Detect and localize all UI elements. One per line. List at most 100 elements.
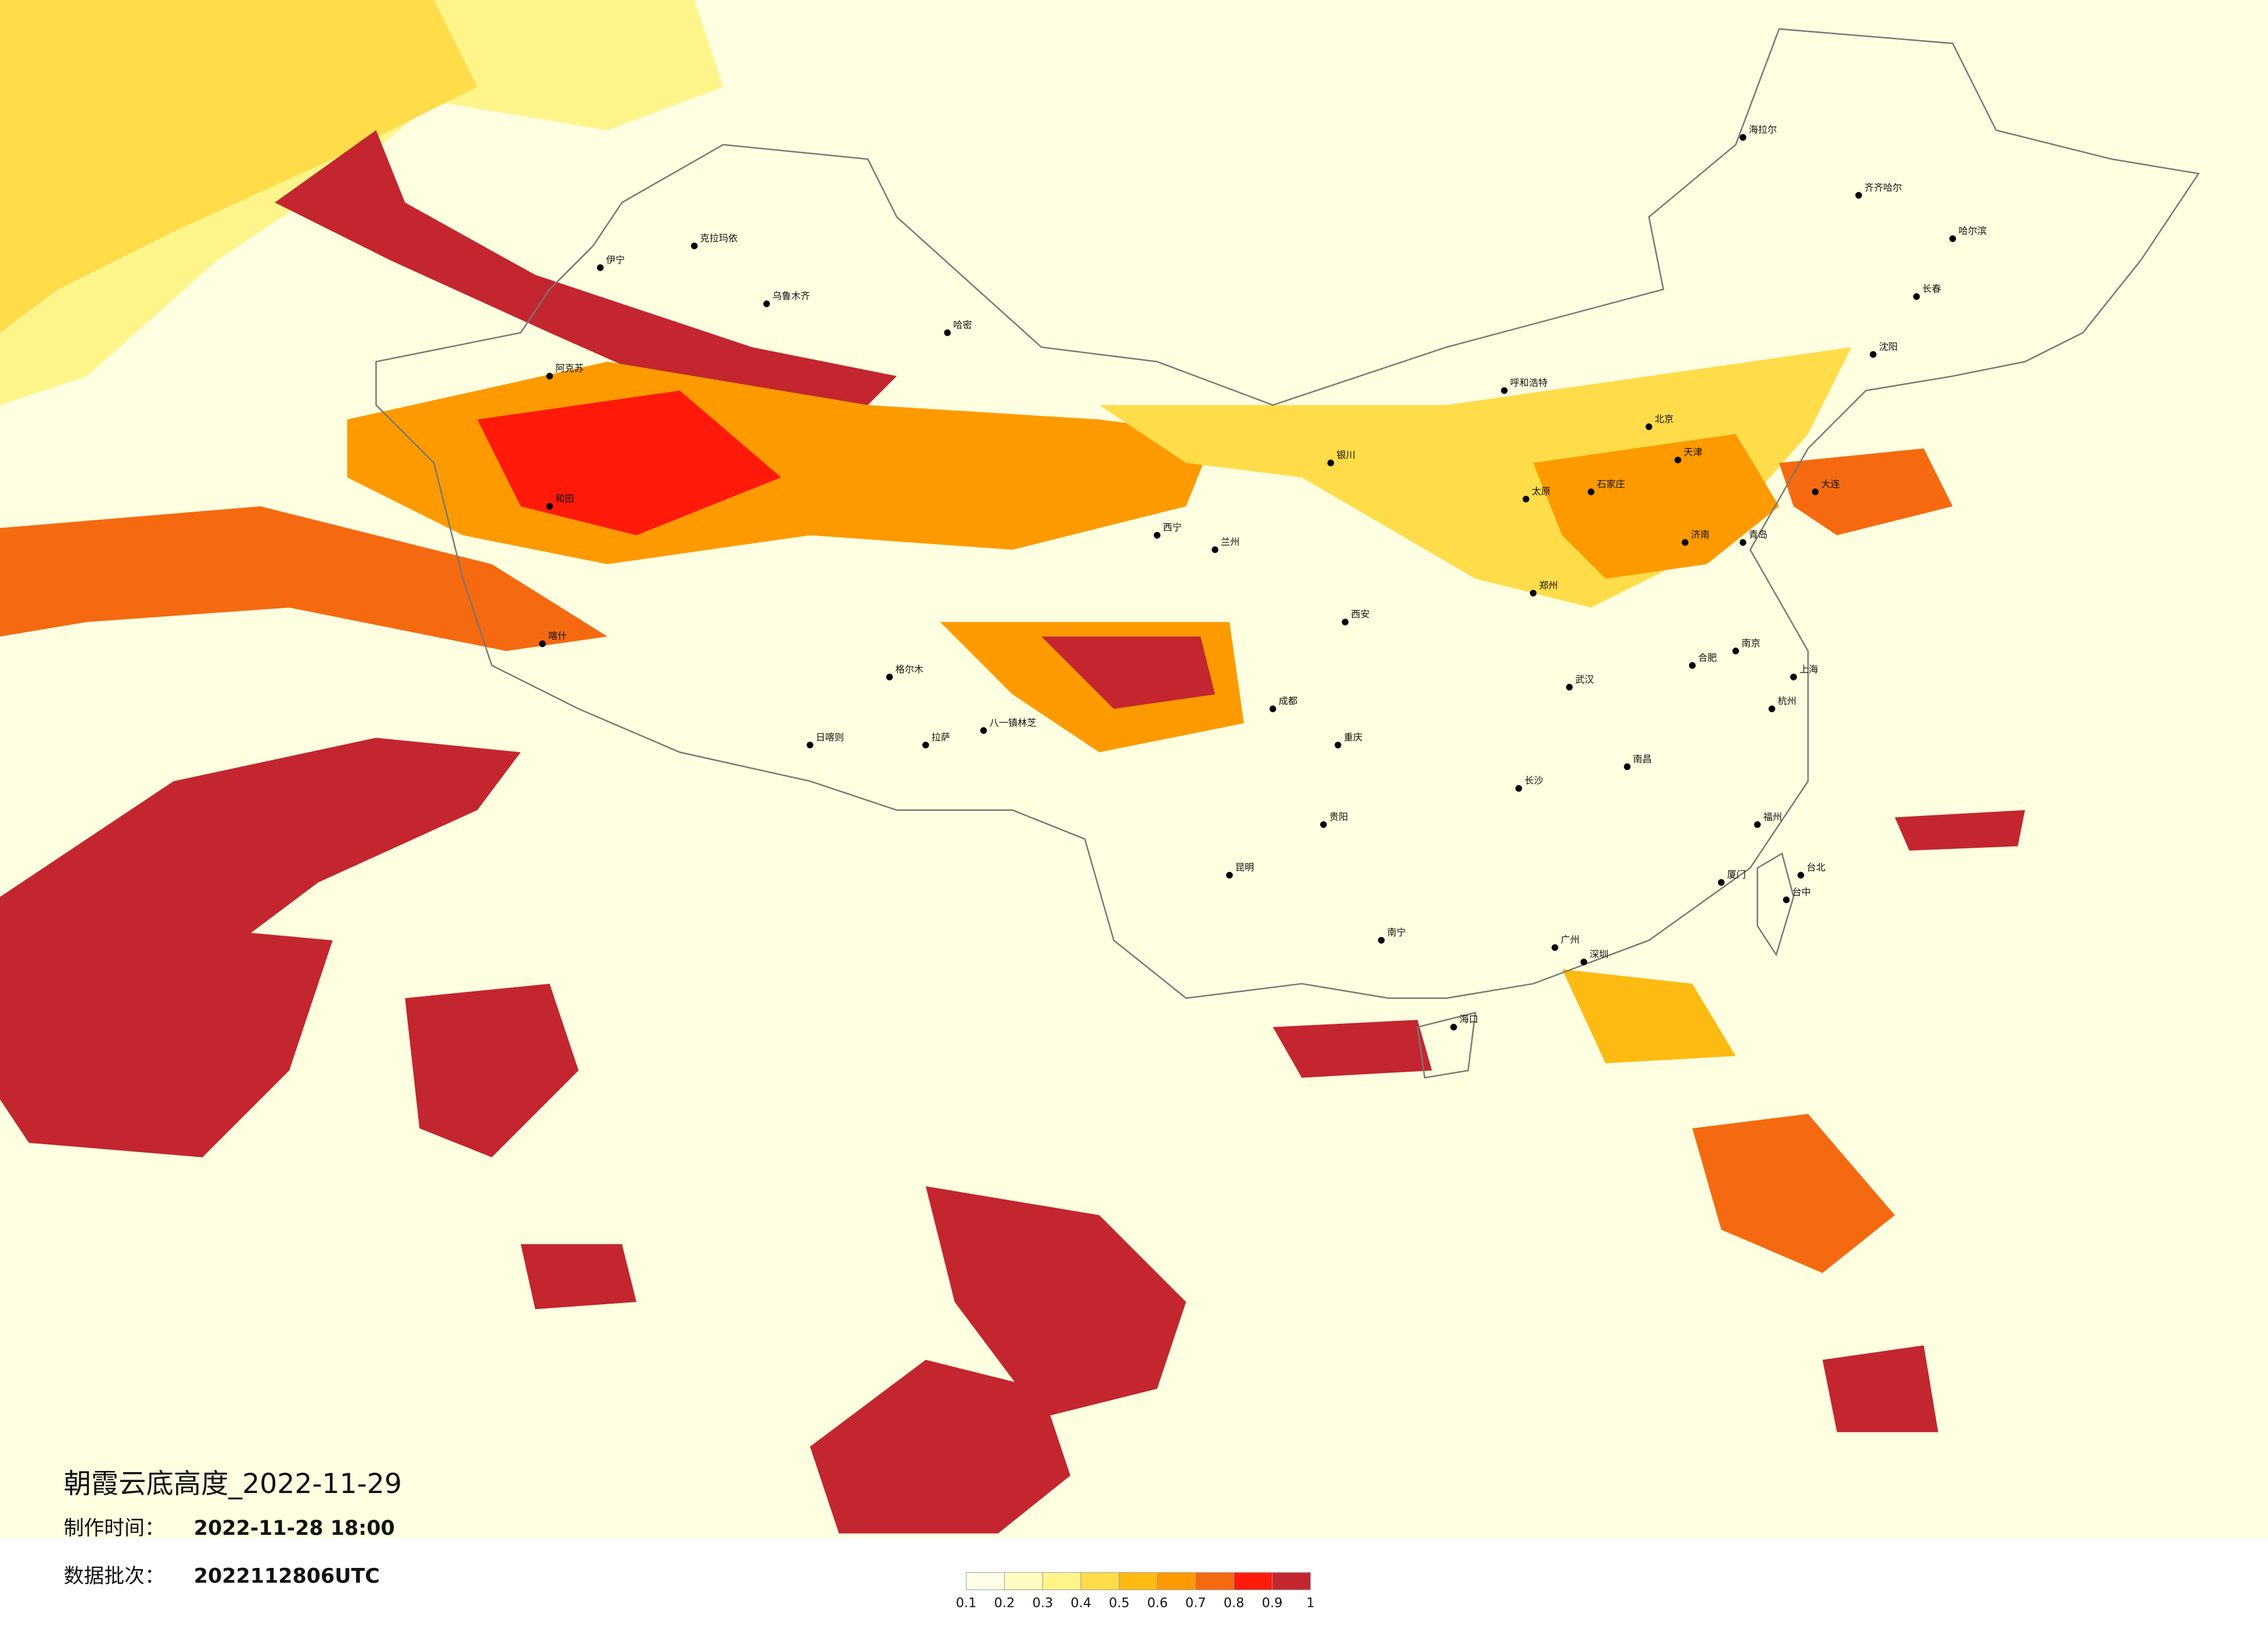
city-label: 广州 bbox=[1561, 934, 1579, 945]
city-label: 长沙 bbox=[1525, 775, 1543, 786]
city-dot bbox=[596, 264, 604, 271]
city-label: 格尔木 bbox=[896, 664, 924, 675]
city-dot bbox=[980, 727, 987, 734]
city-dot bbox=[922, 742, 929, 749]
city-dot bbox=[1327, 459, 1334, 466]
city-label: 石家庄 bbox=[1597, 479, 1625, 490]
city-dot bbox=[1739, 134, 1746, 141]
city-dot bbox=[1717, 879, 1725, 886]
colorbar-tick-label: 0.1 bbox=[956, 1596, 977, 1611]
city-dot bbox=[763, 300, 770, 307]
city-dot bbox=[1790, 674, 1797, 681]
colorbar-tick-label: 0.8 bbox=[1224, 1596, 1245, 1611]
city-dot bbox=[1797, 872, 1805, 879]
city-dot bbox=[1624, 763, 1631, 771]
colorbar-tick-label: 0.6 bbox=[1147, 1596, 1168, 1611]
city-dot bbox=[1769, 705, 1775, 713]
city-label: 西安 bbox=[1351, 609, 1370, 620]
city-label: 上海 bbox=[1799, 664, 1818, 675]
city-dot bbox=[1732, 647, 1739, 654]
city-label: 济南 bbox=[1691, 529, 1709, 540]
city-label: 喀什 bbox=[548, 631, 567, 642]
city-label: 台北 bbox=[1807, 862, 1825, 873]
colorbar-swatch bbox=[1042, 1572, 1081, 1591]
city-dot bbox=[1782, 896, 1790, 904]
city-label: 八一镇林芝 bbox=[989, 717, 1036, 728]
city-label: 杭州 bbox=[1778, 696, 1796, 707]
china-border bbox=[375, 28, 2200, 999]
city-dot bbox=[944, 329, 951, 336]
city-label: 武汉 bbox=[1575, 674, 1594, 685]
colorbar-swatch bbox=[1004, 1572, 1043, 1591]
colorbar-swatch bbox=[966, 1572, 1005, 1591]
city-dot bbox=[1269, 705, 1277, 713]
city-dot bbox=[1212, 546, 1219, 553]
city-label: 拉萨 bbox=[932, 732, 950, 743]
city-label: 和田 bbox=[555, 493, 574, 504]
city-label: 太原 bbox=[1532, 485, 1550, 497]
colorbar-tick-label: 0.7 bbox=[1185, 1596, 1206, 1611]
colorbar-swatch bbox=[1234, 1572, 1273, 1591]
colorbar-tick-label: 0.9 bbox=[1262, 1596, 1283, 1611]
city-dot bbox=[806, 742, 814, 749]
city-label: 南宁 bbox=[1387, 927, 1406, 938]
city-dot bbox=[539, 640, 546, 647]
city-dot bbox=[1855, 192, 1862, 199]
city-dot bbox=[1342, 618, 1349, 625]
city-label: 天津 bbox=[1684, 447, 1702, 458]
batch-label: 数据批次： bbox=[64, 1564, 165, 1588]
city-dot bbox=[1515, 785, 1522, 792]
city-label: 北京 bbox=[1655, 413, 1673, 425]
colorbar-swatch bbox=[1080, 1572, 1120, 1591]
city-dot bbox=[1645, 423, 1652, 430]
city-dot bbox=[1580, 958, 1587, 966]
city-dot bbox=[1681, 539, 1689, 546]
city-dot bbox=[1153, 531, 1161, 539]
city-label: 西宁 bbox=[1163, 522, 1181, 533]
city-dot bbox=[546, 372, 553, 380]
city-label: 银川 bbox=[1336, 449, 1355, 461]
made-label: 制作时间： bbox=[64, 1517, 165, 1540]
city-label: 昆明 bbox=[1235, 862, 1254, 873]
city-dot bbox=[1913, 293, 1920, 300]
colorbar-swatch bbox=[1119, 1572, 1158, 1591]
city-label: 乌鲁木齐 bbox=[772, 290, 810, 301]
city-label: 台中 bbox=[1792, 887, 1811, 898]
city-label: 南昌 bbox=[1633, 753, 1652, 764]
city-label: 日喀则 bbox=[816, 732, 844, 743]
batch: 2022112806UTC bbox=[194, 1564, 380, 1588]
cloud-field bbox=[0, 0, 2025, 1534]
city-label: 重庆 bbox=[1344, 732, 1363, 743]
city-dot bbox=[1226, 872, 1233, 879]
city-dot bbox=[1334, 742, 1342, 749]
city-label: 伊宁 bbox=[606, 254, 624, 265]
city-label: 克拉玛依 bbox=[700, 233, 738, 244]
city-dot bbox=[1501, 387, 1508, 394]
map-title: 朝霞云底高度_2022-11-29 bbox=[64, 1468, 402, 1500]
city-label: 兰州 bbox=[1221, 537, 1239, 548]
made-time: 2022-11-28 18:00 bbox=[194, 1517, 395, 1540]
colorbar-tick-label: 0.5 bbox=[1109, 1596, 1130, 1611]
city-label: 大连 bbox=[1821, 479, 1839, 490]
city-label: 长春 bbox=[1922, 283, 1941, 294]
city-dot bbox=[1689, 662, 1696, 669]
city-label: 青岛 bbox=[1749, 529, 1767, 540]
colorbar-tick-label: 0.2 bbox=[994, 1596, 1015, 1611]
city-dot bbox=[546, 503, 553, 510]
city-dot bbox=[1674, 456, 1681, 463]
city-label: 厦门 bbox=[1727, 869, 1746, 880]
city-dot bbox=[1450, 1023, 1457, 1031]
hainan-border bbox=[1417, 1012, 1476, 1079]
city-dot bbox=[1811, 488, 1819, 495]
city-dot bbox=[1587, 488, 1595, 495]
city-dot bbox=[1530, 589, 1537, 597]
city-dot bbox=[1522, 495, 1530, 503]
colorbar: 0.1 0.2 0.3 0.4 0.5 0.6 0.7 0.8 0.9 1 bbox=[956, 1572, 1314, 1611]
city-label: 南京 bbox=[1741, 638, 1760, 649]
city-dot bbox=[1949, 235, 1956, 242]
colorbar-tick-label: 0.3 bbox=[1033, 1596, 1054, 1611]
city-dot bbox=[1551, 944, 1558, 951]
city-dot bbox=[1870, 351, 1877, 358]
